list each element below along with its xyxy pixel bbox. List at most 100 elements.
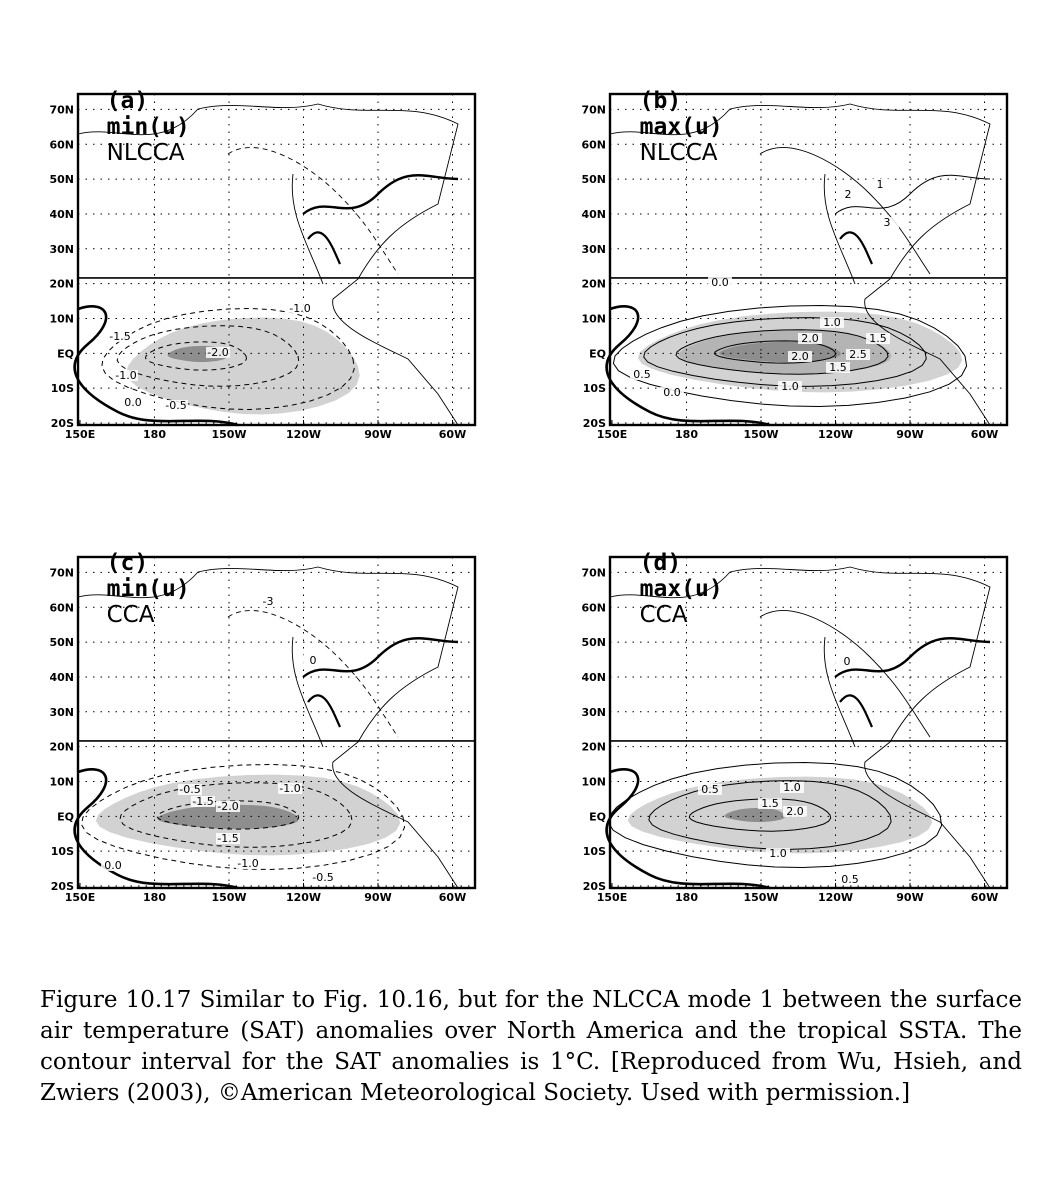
- contour-line: [834, 637, 991, 678]
- lat-tick-label: 20S: [51, 417, 74, 430]
- contour-label: -0.5: [165, 399, 186, 412]
- contour-label: 2: [845, 188, 852, 201]
- contour-label: 2.0: [791, 350, 809, 363]
- lat-tick-label: 20S: [51, 880, 74, 893]
- lat-tick-label: 70N: [49, 103, 74, 116]
- contour-label-bg: [826, 362, 850, 373]
- contour-label: -1.0: [279, 782, 300, 795]
- lat-tick-label: 50N: [49, 636, 74, 649]
- contour-label: 2.5: [849, 348, 867, 361]
- lat-tick-label: 30N: [49, 243, 74, 256]
- contour-label: -0.5: [179, 783, 200, 796]
- lon-tick-label: 90W: [896, 428, 923, 441]
- contour-line: [759, 610, 931, 738]
- lat-tick-label: EQ: [589, 810, 606, 823]
- contour-label: -2.0: [207, 346, 228, 359]
- lat-tick-label: 60N: [581, 138, 606, 151]
- lon-tick-label: 180: [143, 428, 166, 441]
- contour-label: 1.5: [829, 361, 847, 374]
- lat-tick-label: 20S: [583, 880, 606, 893]
- contour-label-bg: [778, 381, 802, 392]
- contour-label: 1.0: [781, 380, 799, 393]
- contour-label-bg: [121, 397, 145, 408]
- lat-tick-label: 70N: [581, 103, 606, 116]
- contour-label: 1.5: [869, 332, 887, 345]
- contour-label: 0.0: [104, 859, 122, 872]
- contour-label-bg: [101, 860, 125, 871]
- contour-label-bg: [788, 351, 812, 362]
- lat-tick-label: 10N: [49, 775, 74, 788]
- lat-tick-label: 30N: [581, 243, 606, 256]
- contour-line: [834, 174, 991, 215]
- contour-label-bg: [836, 189, 860, 200]
- lon-tick-label: 150E: [65, 428, 95, 441]
- lat-tick-label: 10N: [581, 312, 606, 325]
- panel-c-method: CCA: [106, 602, 155, 628]
- contour-label-bg: [311, 872, 335, 883]
- lat-tick-label: 70N: [49, 566, 74, 579]
- contour-label-bg: [216, 801, 240, 812]
- map-frame: [608, 92, 1009, 427]
- contour-label-bg: [780, 782, 804, 793]
- lat-tick-label: 20N: [49, 278, 74, 291]
- lat-tick-label: 20N: [581, 741, 606, 754]
- contour-label-bg: [216, 833, 240, 844]
- contour-line: [302, 174, 459, 215]
- contour-label-bg: [164, 400, 188, 411]
- contour-label-bg: [820, 317, 844, 328]
- lat-tick-label: 60N: [49, 601, 74, 614]
- coastline: [823, 636, 856, 748]
- contour-label: 3: [884, 216, 891, 229]
- lon-tick-label: 180: [675, 428, 698, 441]
- contour-label: -1.0: [115, 369, 136, 382]
- panel-d-title: (d) max(u) CCA: [625, 524, 723, 628]
- contour-label-bg: [256, 596, 280, 607]
- lat-tick-label: 10S: [51, 845, 74, 858]
- contour-label-bg: [278, 783, 302, 794]
- lat-tick-label: 70N: [581, 566, 606, 579]
- contour-label-bg: [114, 370, 138, 381]
- contour-label-bg: [798, 333, 822, 344]
- contour-label-bg: [875, 217, 899, 228]
- contour-line: [839, 694, 873, 728]
- contour-label-bg: [758, 798, 782, 809]
- zero-contour: [605, 768, 771, 890]
- contour-label: 0: [310, 654, 317, 667]
- lon-tick-label: 60W: [439, 891, 466, 904]
- contour-label: 1.0: [783, 781, 801, 794]
- lat-tick-label: 10N: [581, 775, 606, 788]
- contour-label-bg: [288, 303, 312, 314]
- contour-label-bg: [866, 333, 890, 344]
- lat-tick-label: 30N: [581, 706, 606, 719]
- contour-label: 1.0: [769, 847, 787, 860]
- lon-tick-label: 180: [675, 891, 698, 904]
- contour-line: [612, 304, 968, 408]
- contour-label-bg: [191, 796, 215, 807]
- contour-label: -0.5: [312, 871, 333, 884]
- lon-tick-label: 60W: [971, 428, 998, 441]
- contour-label: -2.0: [217, 800, 238, 813]
- lat-tick-label: 40N: [49, 671, 74, 684]
- lon-tick-label: 150E: [65, 891, 95, 904]
- contour-label: 0.0: [663, 386, 681, 399]
- lat-tick-label: 10S: [51, 382, 74, 395]
- contour-label-bg: [868, 179, 892, 190]
- lon-tick-label: 150E: [597, 891, 627, 904]
- lat-tick-label: 60N: [49, 138, 74, 151]
- zero-contour: [73, 305, 239, 427]
- lat-tick-label: EQ: [57, 810, 74, 823]
- panel-d-method: CCA: [639, 602, 688, 628]
- lon-tick-label: 90W: [896, 891, 923, 904]
- contour-label-bg: [630, 369, 654, 380]
- lon-tick-label: 150E: [597, 428, 627, 441]
- contour-line: [80, 763, 406, 871]
- contour-label: 0.5: [633, 368, 651, 381]
- contour-label-bg: [301, 655, 325, 666]
- contour-line: [302, 637, 459, 678]
- coastline: [823, 173, 856, 285]
- lon-tick-label: 150W: [743, 891, 778, 904]
- zero-contour: [605, 305, 771, 427]
- contour-label: 1.0: [823, 316, 841, 329]
- lat-tick-label: EQ: [589, 347, 606, 360]
- contour-label: 1: [877, 178, 884, 191]
